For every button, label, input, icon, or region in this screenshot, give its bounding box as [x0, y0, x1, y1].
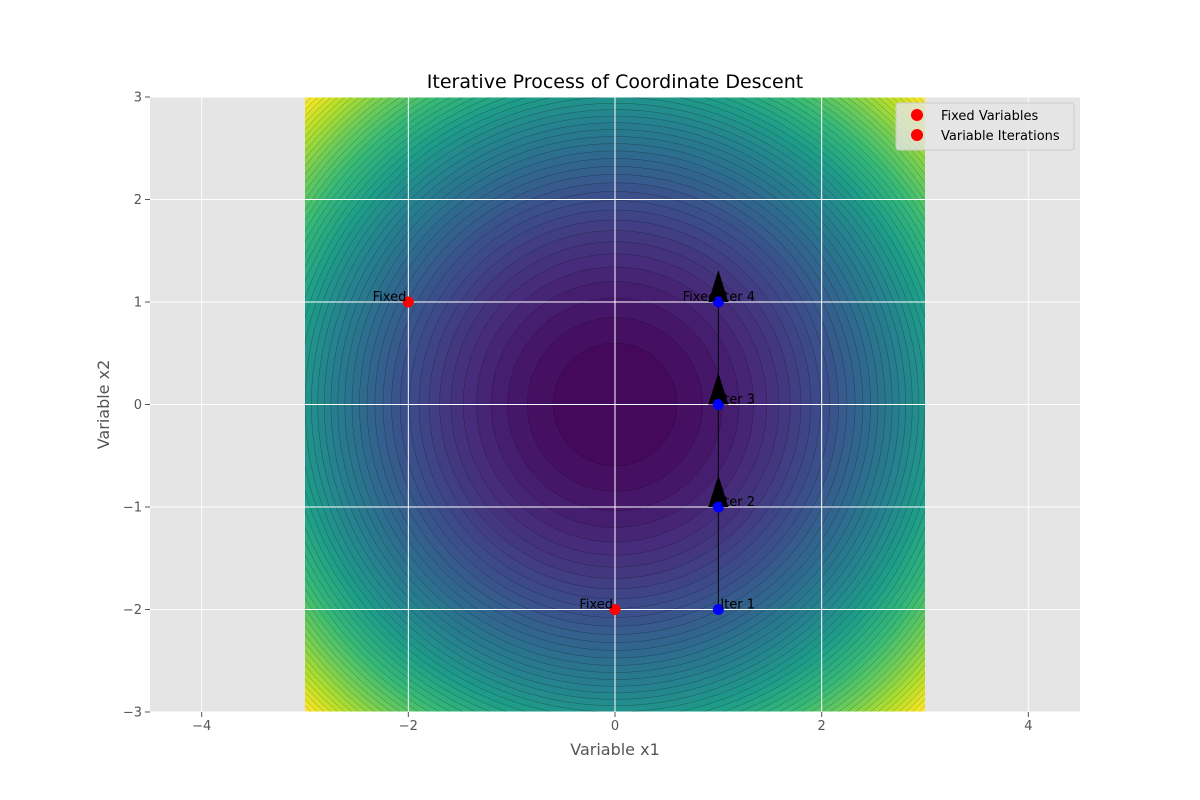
y-tick-label: −3	[123, 706, 142, 721]
y-tick-label: 1	[134, 296, 142, 311]
legend-label-variable-iterations: Variable Iterations	[941, 129, 1060, 144]
data-point	[712, 604, 724, 615]
arrow-head	[708, 270, 729, 302]
data-point	[402, 296, 414, 308]
point-label: Iter 2	[720, 495, 755, 510]
y-axis-title: Variable x2	[94, 360, 113, 450]
point-label: Fixed	[579, 598, 613, 613]
data-point	[712, 296, 724, 308]
data-point	[712, 399, 724, 410]
x-tick-label: −2	[399, 719, 418, 734]
legend-marker-fixed-variables	[911, 109, 923, 121]
data-point	[712, 501, 724, 513]
x-tick-label: 4	[1024, 719, 1032, 734]
chart-title: Iterative Process of Coordinate Descent	[427, 71, 803, 93]
point-label: Fixed	[683, 290, 717, 305]
legend-box	[895, 102, 1075, 151]
legend-marker-variable-iterations	[911, 129, 923, 141]
data-point	[609, 604, 621, 615]
axis-ticks: −4 −2 0 2 4 −3 −2 −1 0 1 2 3	[123, 91, 1033, 735]
x-tick-label: 2	[818, 719, 826, 734]
point-label: Iter 4	[720, 290, 755, 305]
arrows	[708, 270, 729, 610]
points	[402, 296, 724, 615]
point-label: Iter 3	[720, 393, 755, 408]
y-tick-label: 0	[134, 398, 142, 413]
y-tick-label: 2	[134, 193, 142, 208]
annotations: Fixed Fixed Fixed Iter 1 Iter 2 Iter 3 Iter 4	[373, 290, 755, 613]
iteration-arrow	[708, 270, 729, 405]
legend-label-fixed-variables: Fixed Variables	[941, 109, 1038, 124]
x-axis-title: Variable x1	[570, 740, 660, 759]
point-label: Fixed	[373, 290, 407, 305]
y-tick-label: −2	[123, 603, 142, 618]
y-tick-label: −1	[123, 501, 142, 516]
x-tick-label: −4	[192, 719, 211, 734]
legend: Fixed Variables Variable Iterations	[895, 102, 1075, 151]
y-tick-label: 3	[134, 91, 142, 106]
point-label: Iter 1	[720, 598, 755, 613]
x-tick-label: 0	[611, 719, 619, 734]
